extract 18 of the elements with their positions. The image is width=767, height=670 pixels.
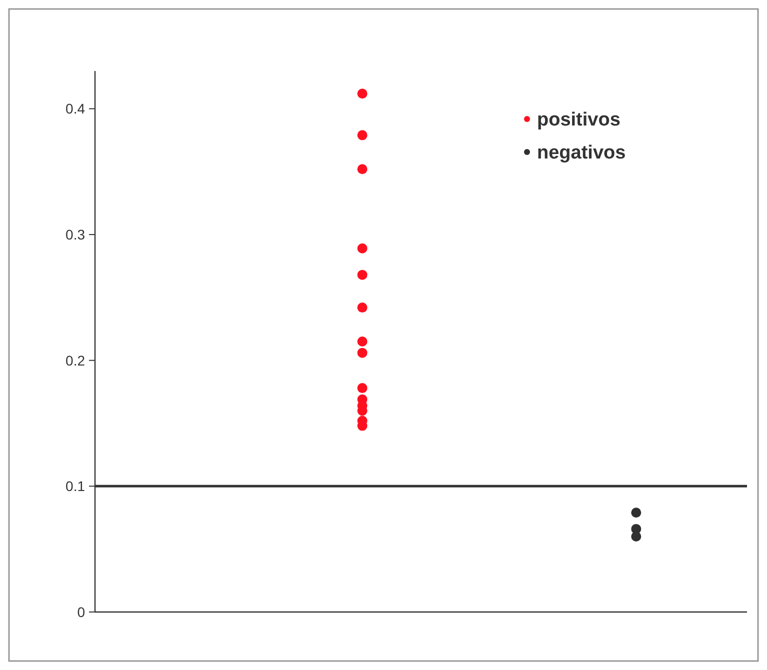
y-tick-label: 0 [77, 604, 86, 620]
legend-label: negativos [537, 142, 626, 164]
y-tick-label: 0.1 [66, 478, 86, 494]
point [357, 383, 368, 394]
point [357, 164, 368, 174]
point [357, 336, 368, 346]
point [357, 88, 368, 99]
point [631, 532, 642, 542]
y-tick-label: 0.2 [66, 352, 86, 368]
y-tick-label: 0.4 [66, 100, 86, 117]
y-tick-label: 0.3 [66, 226, 86, 242]
point [631, 508, 642, 518]
point [357, 243, 368, 254]
point [357, 302, 368, 313]
point [357, 270, 368, 280]
point [357, 348, 368, 358]
point [357, 130, 368, 140]
legend-label: positivos [537, 110, 620, 131]
